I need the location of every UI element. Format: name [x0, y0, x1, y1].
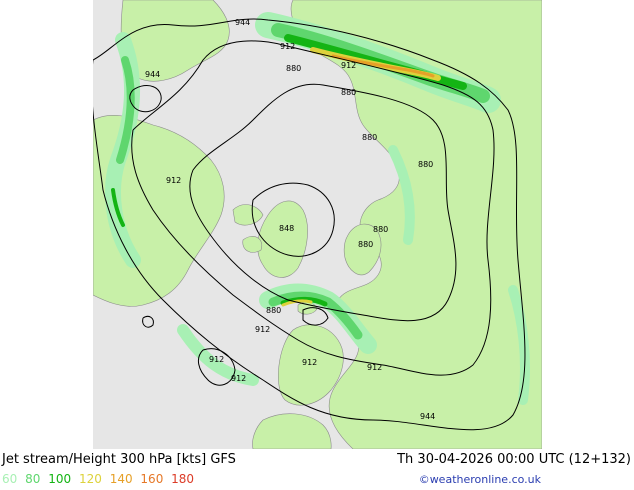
contour-944-outer: [93, 18, 526, 431]
label-944-bottom: 944: [420, 412, 435, 421]
map-title: Jet stream/Height 300 hPa [kts] GFS: [2, 452, 236, 467]
contour-912: [131, 40, 495, 376]
legend-160: 160: [140, 472, 164, 486]
label-880-top: 880: [286, 64, 301, 73]
contour-880-inner: [189, 83, 457, 322]
legend-80: 80: [25, 472, 41, 486]
legend-120: 120: [78, 472, 102, 486]
landmass-arctic-islands: [232, 204, 264, 253]
label-912-left: 912: [166, 176, 181, 185]
label-880-upper: 880: [341, 88, 356, 97]
label-912-top: 912: [280, 42, 295, 51]
label-912-south-a: 912: [209, 355, 224, 364]
height-contours: [93, 18, 526, 431]
label-880-greenland: 880: [266, 306, 281, 315]
contour-880-lobe: [302, 307, 329, 326]
legend-140: 140: [109, 472, 133, 486]
label-912-sw: 912: [255, 325, 270, 334]
label-912-east: 912: [367, 363, 382, 372]
label-880-right: 880: [418, 160, 433, 169]
map-canvas: 944 912 880 912 944 880 912 880 880 848 …: [93, 0, 542, 449]
footer: [0, 449, 634, 490]
label-912-jet: 912: [341, 61, 356, 70]
contour-944-lobe: [129, 85, 162, 113]
label-944-left: 944: [145, 70, 160, 79]
contour-labels: 944 912 880 912 944 880 912 880 880 848 …: [145, 18, 435, 421]
contour-848: [251, 182, 335, 257]
label-912-europe: 912: [302, 358, 317, 367]
contour-912-small: [142, 315, 154, 328]
landmass-africa: [252, 413, 332, 449]
jet-stream-bands: [105, 12, 530, 405]
landmass-europe: [278, 324, 344, 406]
speed-legend: 60 80 100 120 140 160 180: [2, 472, 198, 486]
valid-time: Th 30-04-2026 00:00 UTC (12+132): [397, 452, 631, 467]
jet-band-140kt: [331, 54, 435, 78]
contour-912-lobe: [197, 348, 236, 386]
legend-180: 180: [171, 472, 195, 486]
landmass-greenland: [257, 200, 308, 278]
legend-100: 100: [48, 472, 72, 486]
weather-map: 944 912 880 912 944 880 912 880 880 848 …: [93, 0, 542, 449]
label-880-east-b: 880: [358, 240, 373, 249]
label-912-south-b: 912: [231, 374, 246, 383]
label-880-mid: 880: [362, 133, 377, 142]
label-944-top: 944: [235, 18, 250, 27]
credit-link[interactable]: ©weatheronline.co.uk: [418, 473, 541, 486]
label-880-east-a: 880: [373, 225, 388, 234]
landmass-scandinavia: [343, 223, 382, 276]
land-masses: [93, 0, 542, 449]
legend-60: 60: [2, 472, 18, 486]
label-848-center: 848: [279, 224, 294, 233]
